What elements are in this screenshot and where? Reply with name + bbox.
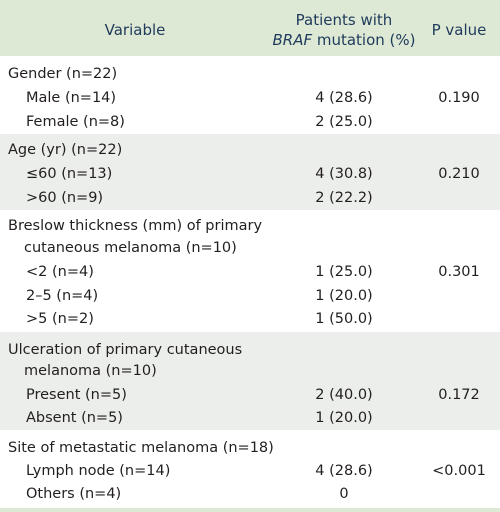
group-title: Age (yr) (n=22) <box>8 142 123 158</box>
row-value: 2 (25.0) <box>315 114 373 130</box>
group-age: Age (yr) (n=22) ≤60 (n=13) 4 (30.8) 0.21… <box>0 134 500 210</box>
group-ulceration: Ulceration of primary cutaneous melanoma… <box>0 332 500 430</box>
group-gender: Gender (n=22) Male (n=14) 4 (28.6) 0.190… <box>0 58 500 134</box>
row-label: >5 (n=2) <box>26 311 94 327</box>
group-title: Gender (n=22) <box>8 66 118 82</box>
row-label: Male (n=14) <box>26 90 117 106</box>
group-pvalue: 0.210 <box>438 166 480 182</box>
header-patients-line2: mutation (%) <box>312 31 416 49</box>
group-pvalue: <0.001 <box>432 463 486 479</box>
row-label: ≤60 (n=13) <box>26 166 113 182</box>
row-value: 1 (25.0) <box>315 264 373 280</box>
group-pvalue: 0.172 <box>438 387 480 403</box>
group-title: Site of metastatic melanoma (n=18) <box>8 440 274 456</box>
row-value: 2 (22.2) <box>315 190 373 206</box>
header-variable: Variable <box>104 21 166 39</box>
row-value: 1 (50.0) <box>315 311 373 327</box>
header-patients: Patients with BRAF mutation (%) <box>270 10 418 50</box>
group-pvalue: 0.190 <box>438 90 480 106</box>
table-header: Variable Patients with BRAF mutation (%)… <box>0 0 500 56</box>
group-title-line1: Ulceration of primary cutaneous <box>8 342 243 358</box>
group-title-line2: cutaneous melanoma (n=10) <box>24 240 237 256</box>
row-value: 4 (30.8) <box>315 166 373 182</box>
row-value: 4 (28.6) <box>315 463 373 479</box>
row-label: Others (n=4) <box>26 486 122 502</box>
header-braf: BRAF <box>272 31 313 49</box>
group-site: Site of metastatic melanoma (n=18) Lymph… <box>0 430 500 508</box>
header-pvalue: P value <box>431 21 487 39</box>
row-value: 1 (20.0) <box>315 288 373 304</box>
group-title-line2: melanoma (n=10) <box>24 363 157 379</box>
row-label: Lymph node (n=14) <box>26 463 171 479</box>
row-label: Absent (n=5) <box>26 410 123 426</box>
row-label: 2–5 (n=4) <box>26 288 99 304</box>
row-value: 2 (40.0) <box>315 387 373 403</box>
group-breslow: Breslow thickness (mm) of primary cutane… <box>0 210 500 332</box>
row-label: Present (n=5) <box>26 387 127 403</box>
row-value: 0 <box>339 486 349 502</box>
row-label: >60 (n=9) <box>26 190 104 206</box>
table-bottom-rule <box>0 508 500 512</box>
row-label: <2 (n=4) <box>26 264 94 280</box>
row-value: 1 (20.0) <box>315 410 373 426</box>
row-label: Female (n=8) <box>26 114 125 130</box>
row-value: 4 (28.6) <box>315 90 373 106</box>
group-pvalue: 0.301 <box>438 264 480 280</box>
header-patients-line1: Patients with <box>295 11 393 29</box>
group-title-line1: Breslow thickness (mm) of primary <box>8 218 263 234</box>
